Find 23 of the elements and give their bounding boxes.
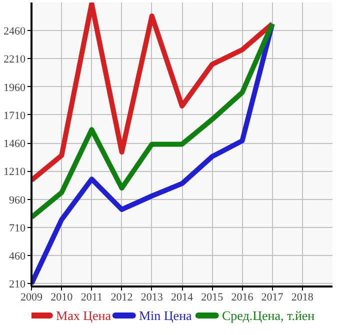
y-tick-label: 2210 [4,54,26,66]
x-tick-label: 2010 [50,292,74,304]
y-tick-label: 1960 [4,82,26,94]
x-tick-label: 2013 [140,292,164,304]
x-tick-label: 2017 [261,292,284,304]
y-tick-label: 460 [9,250,26,263]
x-tick-label: 2014 [171,292,194,304]
y-tick-label: 2460 [4,26,26,38]
legend-label: Min Цена [138,308,192,323]
y-tick-label: 960 [9,194,26,206]
x-tick-label: 2009 [20,292,43,304]
y-tick-label: 1210 [4,166,26,178]
legend-label: Сред.Цена, т.йен [222,308,315,323]
legend-label: Max Цена [56,308,112,323]
y-tick-label: 1710 [4,110,26,122]
y-tick-label: 1460 [4,138,26,150]
x-tick-label: 2011 [80,292,102,304]
y-tick-label: 210 [9,278,26,291]
x-tick-label: 2012 [110,292,133,304]
x-tick-label: 2015 [201,292,224,304]
x-tick-label: 2018 [291,292,314,304]
y-tick-label: 710 [9,222,26,234]
x-tick-label: 2016 [231,292,254,304]
